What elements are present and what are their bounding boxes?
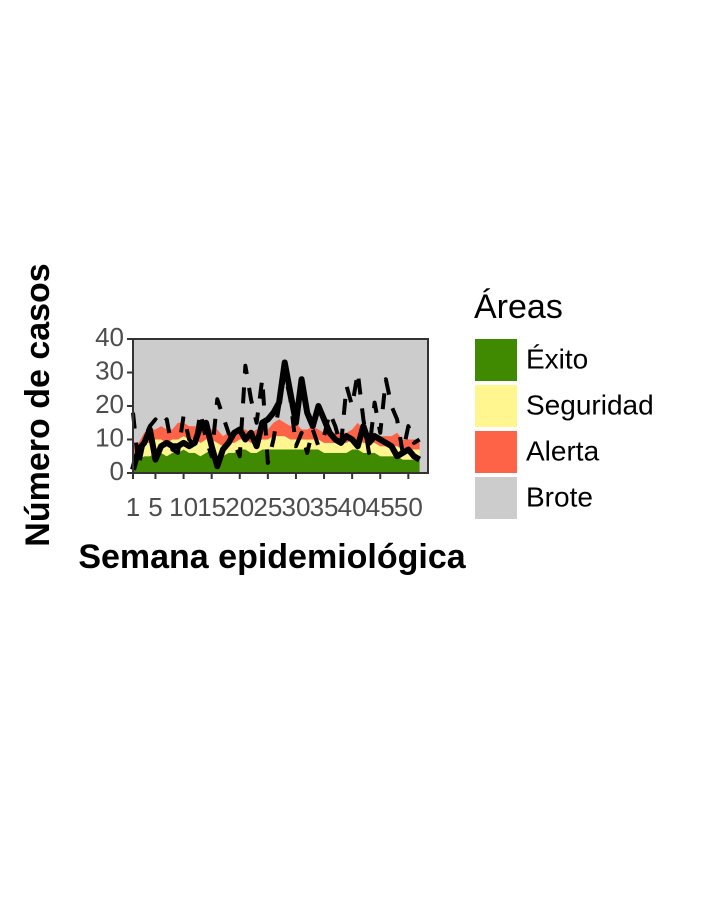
legend-label: Brote bbox=[526, 481, 593, 512]
legend-key bbox=[475, 477, 517, 519]
x-tick-label: 50 bbox=[394, 492, 423, 522]
y-tick-label: 40 bbox=[95, 322, 124, 352]
x-axis-title: Semana epidemiológica bbox=[78, 538, 466, 576]
x-tick-label: 15 bbox=[197, 492, 226, 522]
x-tick-label: 1 bbox=[126, 492, 140, 522]
legend-label: Seguridad bbox=[526, 389, 654, 420]
legend-key bbox=[475, 339, 517, 381]
x-tick-label: 5 bbox=[148, 492, 162, 522]
area bbox=[133, 436, 420, 463]
legend-key bbox=[475, 385, 517, 427]
y-tick-label: 30 bbox=[95, 355, 124, 385]
y-tick-label: 10 bbox=[95, 422, 124, 452]
x-tick-label: 20 bbox=[225, 492, 254, 522]
legend-key bbox=[475, 431, 517, 473]
y-axis-title: Número de casos bbox=[19, 263, 57, 546]
dashed-line bbox=[131, 363, 421, 469]
x-tick-label: 30 bbox=[281, 492, 310, 522]
area bbox=[133, 419, 420, 453]
x-tick-label: 10 bbox=[169, 492, 198, 522]
x-tick-label: 35 bbox=[310, 492, 339, 522]
legend-label: Éxito bbox=[526, 343, 588, 374]
x-tick-label: 40 bbox=[338, 492, 367, 522]
x-tick-label: 45 bbox=[366, 492, 395, 522]
area bbox=[133, 449, 420, 473]
legend-title: Áreas bbox=[474, 288, 563, 326]
legend-label: Alerta bbox=[526, 435, 600, 466]
y-tick-label: 0 bbox=[110, 456, 124, 486]
y-tick-label: 20 bbox=[95, 389, 124, 419]
observed-line bbox=[130, 359, 422, 471]
x-tick-label: 25 bbox=[253, 492, 282, 522]
